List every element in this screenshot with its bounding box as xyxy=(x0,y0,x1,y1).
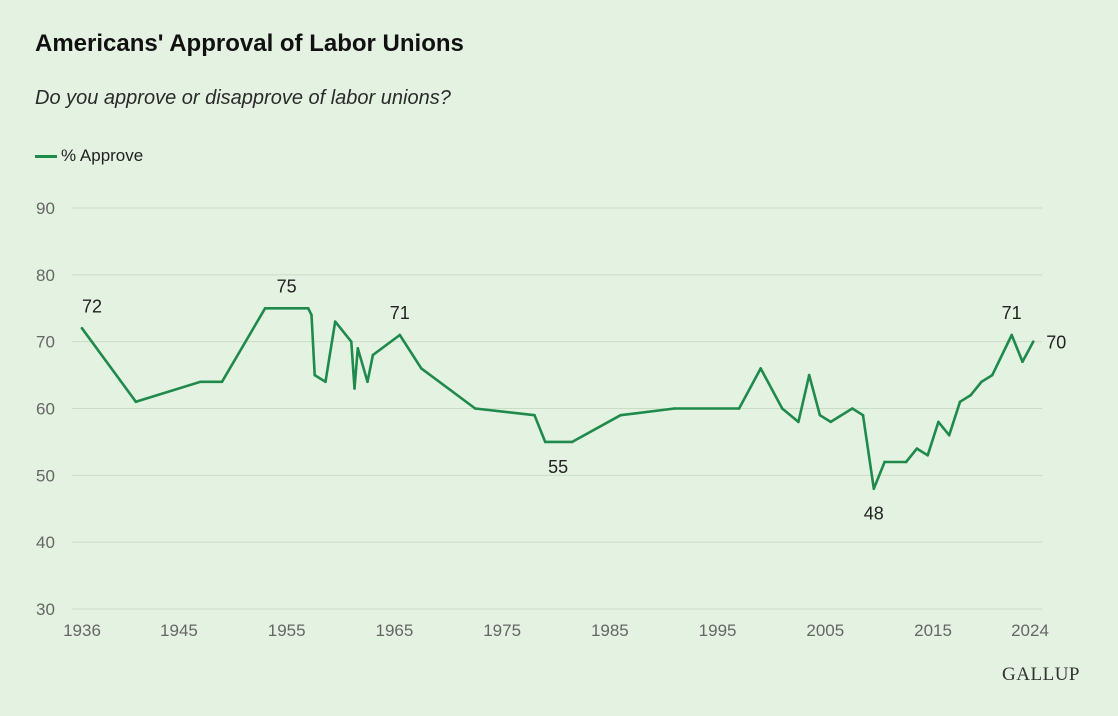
data-point xyxy=(134,400,138,404)
gallup-logo: GALLUP xyxy=(1002,664,1080,685)
x-axis-ticks: 1936 1945 1955 1965 1975 1985 1995 2005 2015 2024 xyxy=(63,621,1049,640)
data-point xyxy=(398,333,402,337)
data-point xyxy=(1021,360,1024,364)
chart-title: Americans' Approval of Labor Unions xyxy=(35,30,464,57)
data-labels: 72 75 71 55 48 71 70 xyxy=(82,276,1066,523)
data-point xyxy=(310,313,313,317)
data-point xyxy=(904,460,908,464)
y-tick-label: 80 xyxy=(36,266,55,285)
data-point xyxy=(872,487,876,491)
data-point xyxy=(543,440,547,444)
x-tick-label: 2005 xyxy=(806,621,844,640)
data-point xyxy=(263,306,267,310)
x-tick-label: 1985 xyxy=(591,621,629,640)
data-point xyxy=(861,413,865,417)
data-point xyxy=(673,407,676,410)
data-point xyxy=(353,387,356,390)
data-point xyxy=(533,413,536,417)
legend-label: % Approve xyxy=(61,146,144,165)
data-point xyxy=(818,413,822,417)
data-point xyxy=(958,400,962,404)
data-point xyxy=(759,367,762,370)
data-point xyxy=(926,453,929,457)
x-tick-label: 1936 xyxy=(63,621,101,640)
data-point xyxy=(915,447,919,450)
data-point xyxy=(420,367,423,370)
data-point xyxy=(473,407,477,410)
data-point xyxy=(350,340,353,343)
x-tick-label: 1995 xyxy=(699,621,737,640)
data-point xyxy=(980,380,983,384)
data-point xyxy=(969,393,973,397)
data-point xyxy=(199,380,202,384)
data-label: 75 xyxy=(277,276,297,296)
series-layer xyxy=(80,306,1035,491)
data-point xyxy=(1031,340,1035,343)
gridlines xyxy=(72,207,1042,610)
legend: % Approve xyxy=(35,146,143,166)
x-tick-label: 2024 xyxy=(1011,621,1049,640)
y-tick-label: 60 xyxy=(36,400,55,419)
data-point xyxy=(356,347,360,350)
data-point xyxy=(80,327,84,330)
data-point xyxy=(947,433,951,437)
data-point xyxy=(313,373,316,377)
data-label: 71 xyxy=(390,303,410,323)
data-point xyxy=(220,380,224,384)
data-point xyxy=(807,373,811,377)
data-point xyxy=(737,407,741,410)
x-tick-label: 1975 xyxy=(483,621,521,640)
data-point xyxy=(324,380,327,384)
y-tick-label: 50 xyxy=(36,466,55,485)
chart-subtitle: Do you approve or disapprove of labor un… xyxy=(35,87,451,109)
data-label: 48 xyxy=(864,504,884,524)
data-point xyxy=(1010,333,1013,337)
data-point xyxy=(371,353,375,357)
data-point xyxy=(850,407,854,410)
x-tick-label: 1965 xyxy=(375,621,413,640)
data-point xyxy=(990,373,994,377)
data-point xyxy=(780,407,784,410)
data-point xyxy=(570,440,574,444)
data-point xyxy=(328,353,332,357)
data-point xyxy=(619,413,622,417)
y-tick-label: 70 xyxy=(36,333,55,352)
x-tick-label: 1955 xyxy=(268,621,306,640)
data-label: 55 xyxy=(548,457,568,477)
x-tick-label: 1945 xyxy=(160,621,198,640)
y-tick-label: 40 xyxy=(36,533,55,552)
y-axis-ticks: 30 40 50 60 70 80 90 xyxy=(36,199,55,619)
y-tick-label: 30 xyxy=(36,600,55,619)
data-point xyxy=(366,380,369,384)
data-point xyxy=(333,320,337,323)
data-point xyxy=(937,420,940,424)
data-point xyxy=(797,420,800,424)
data-point xyxy=(306,306,310,310)
legend-line-swatch xyxy=(35,154,57,158)
data-point xyxy=(829,420,833,424)
data-label: 72 xyxy=(82,296,102,316)
data-label: 70 xyxy=(1046,333,1066,353)
x-tick-label: 2015 xyxy=(914,621,952,640)
data-label: 71 xyxy=(1002,303,1022,323)
y-tick-label: 90 xyxy=(36,199,55,218)
data-point xyxy=(883,460,886,464)
